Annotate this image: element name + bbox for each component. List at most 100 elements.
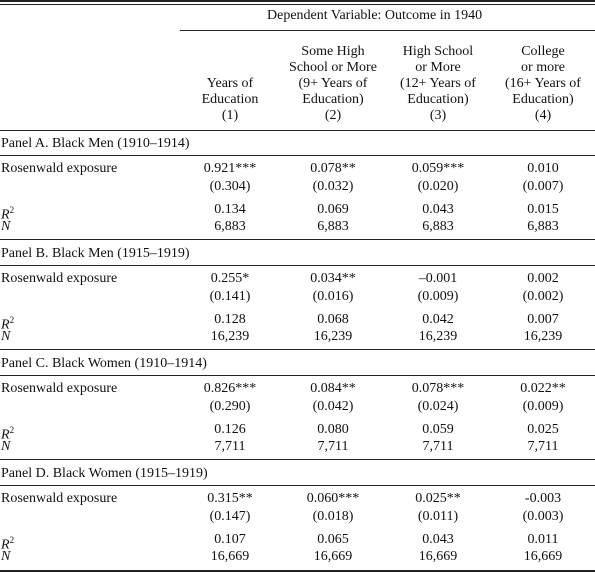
column-header-line: (3)	[429, 108, 447, 123]
n-cell: 16,669	[418, 549, 458, 564]
column-header-line: (2)	[324, 108, 342, 123]
n-cell: 7,711	[422, 439, 454, 454]
panel-separator-rule	[0, 239, 595, 240]
se-cell: (0.304)	[209, 179, 251, 194]
row-label-rosenwald: Rosenwald exposure	[1, 491, 118, 506]
column-header-line: (9+ Years of	[298, 76, 368, 91]
row-label-r2: R2	[1, 205, 15, 223]
coef-cell: 0.034**	[310, 271, 356, 286]
r2-cell: 0.015	[527, 202, 559, 217]
r2-cell: 0.042	[422, 312, 454, 327]
n-cell: 16,239	[418, 329, 458, 344]
coef-cell: –0.001	[418, 271, 458, 286]
column-header-4: College or more (16+ Years of Education) (4)	[495, 44, 591, 124]
coef-cell: 0.255*	[210, 271, 250, 286]
r2-cell: 0.007	[527, 312, 559, 327]
panel-rule	[0, 265, 595, 266]
panel-rule	[0, 485, 595, 486]
panel-title: Panel D. Black Women (1915–1919)	[1, 466, 208, 481]
column-header-line: School or More	[289, 60, 377, 75]
n-cell: 16,669	[210, 549, 250, 564]
r2-superscript: 2	[9, 425, 15, 435]
top-rule	[0, 0, 595, 2]
row-label-n: N	[1, 219, 11, 234]
column-header-line: (12+ Years of	[400, 76, 476, 91]
se-cell: (0.042)	[312, 399, 354, 414]
n-cell: 7,711	[214, 439, 246, 454]
r2-cell: 0.134	[214, 202, 246, 217]
row-label-n: N	[1, 329, 11, 344]
coef-cell: 0.010	[527, 161, 559, 176]
row-label-rosenwald: Rosenwald exposure	[1, 381, 118, 396]
se-cell: (0.141)	[209, 289, 251, 304]
r2-cell: 0.059	[422, 422, 454, 437]
panel-rule	[0, 375, 595, 376]
r2-cell: 0.011	[527, 532, 559, 547]
coef-cell: 0.921***	[203, 161, 257, 176]
r2-cell: 0.128	[214, 312, 246, 327]
se-cell: (0.003)	[522, 509, 564, 524]
column-header-line: (4)	[534, 108, 552, 123]
n-cell: 16,239	[313, 329, 353, 344]
column-header-line: (16+ Years of	[505, 76, 581, 91]
se-cell: (0.011)	[417, 509, 459, 524]
column-header-line: Some High	[301, 44, 365, 59]
n-cell: 6,883	[422, 219, 454, 234]
se-cell: (0.018)	[312, 509, 354, 524]
n-cell: 7,711	[317, 439, 349, 454]
se-cell: (0.009)	[522, 399, 564, 414]
se-cell: (0.147)	[209, 509, 251, 524]
column-header-line: High School	[402, 44, 474, 59]
column-header-line: Education)	[302, 92, 364, 107]
spanner-rule	[180, 30, 595, 31]
row-label-rosenwald: Rosenwald exposure	[1, 271, 118, 286]
coef-cell: -0.003	[524, 491, 562, 506]
row-label-r2: R2	[1, 315, 15, 333]
column-header-line: Years of	[206, 76, 254, 91]
n-cell: 7,711	[527, 439, 559, 454]
column-header-line: Education)	[407, 92, 469, 107]
column-header-line: Education)	[512, 92, 574, 107]
r2-cell: 0.025	[527, 422, 559, 437]
coef-cell: 0.002	[527, 271, 559, 286]
r2-cell: 0.065	[317, 532, 349, 547]
se-cell: (0.002)	[522, 289, 564, 304]
n-cell: 16,669	[523, 549, 563, 564]
row-label-r2: R2	[1, 425, 15, 443]
column-header-line: or more	[521, 60, 565, 75]
spanner-heading: Dependent Variable: Outcome in 1940	[267, 8, 483, 23]
panel-separator-rule	[0, 459, 595, 460]
column-header-2: Some High School or More (9+ Years of Educa…	[285, 44, 381, 124]
coef-cell: 0.315**	[207, 491, 253, 506]
coef-cell: 0.826***	[203, 381, 257, 396]
se-cell: (0.024)	[417, 399, 459, 414]
r2-cell: 0.080	[317, 422, 349, 437]
se-cell: (0.009)	[417, 289, 459, 304]
r2-superscript: 2	[9, 315, 15, 325]
r2-cell: 0.069	[317, 202, 349, 217]
column-header-3: High School or More (12+ Years of Education…	[390, 44, 486, 124]
row-label-r2: R2	[1, 535, 15, 553]
top-rule-2	[0, 4, 595, 5]
column-header-line: or More	[415, 60, 461, 75]
coef-cell: 0.025**	[415, 491, 461, 506]
se-cell: (0.032)	[312, 179, 354, 194]
se-cell: (0.007)	[522, 179, 564, 194]
r2-cell: 0.043	[422, 532, 454, 547]
n-cell: 16,669	[313, 549, 353, 564]
coef-cell: 0.059***	[411, 161, 465, 176]
panel-title: Panel A. Black Men (1910–1914)	[1, 136, 190, 151]
coef-cell: 0.060***	[306, 491, 360, 506]
n-cell: 6,883	[214, 219, 246, 234]
coef-cell: 0.078**	[310, 161, 356, 176]
row-label-n: N	[1, 549, 11, 564]
n-cell: 6,883	[317, 219, 349, 234]
coef-cell: 0.084**	[310, 381, 356, 396]
coef-cell: 0.078***	[411, 381, 465, 396]
se-cell: (0.290)	[209, 399, 251, 414]
column-header-1: Years of Education (1)	[182, 76, 278, 124]
r2-cell: 0.126	[214, 422, 246, 437]
column-header-line: Education	[201, 92, 259, 107]
panel-rule	[0, 155, 595, 156]
